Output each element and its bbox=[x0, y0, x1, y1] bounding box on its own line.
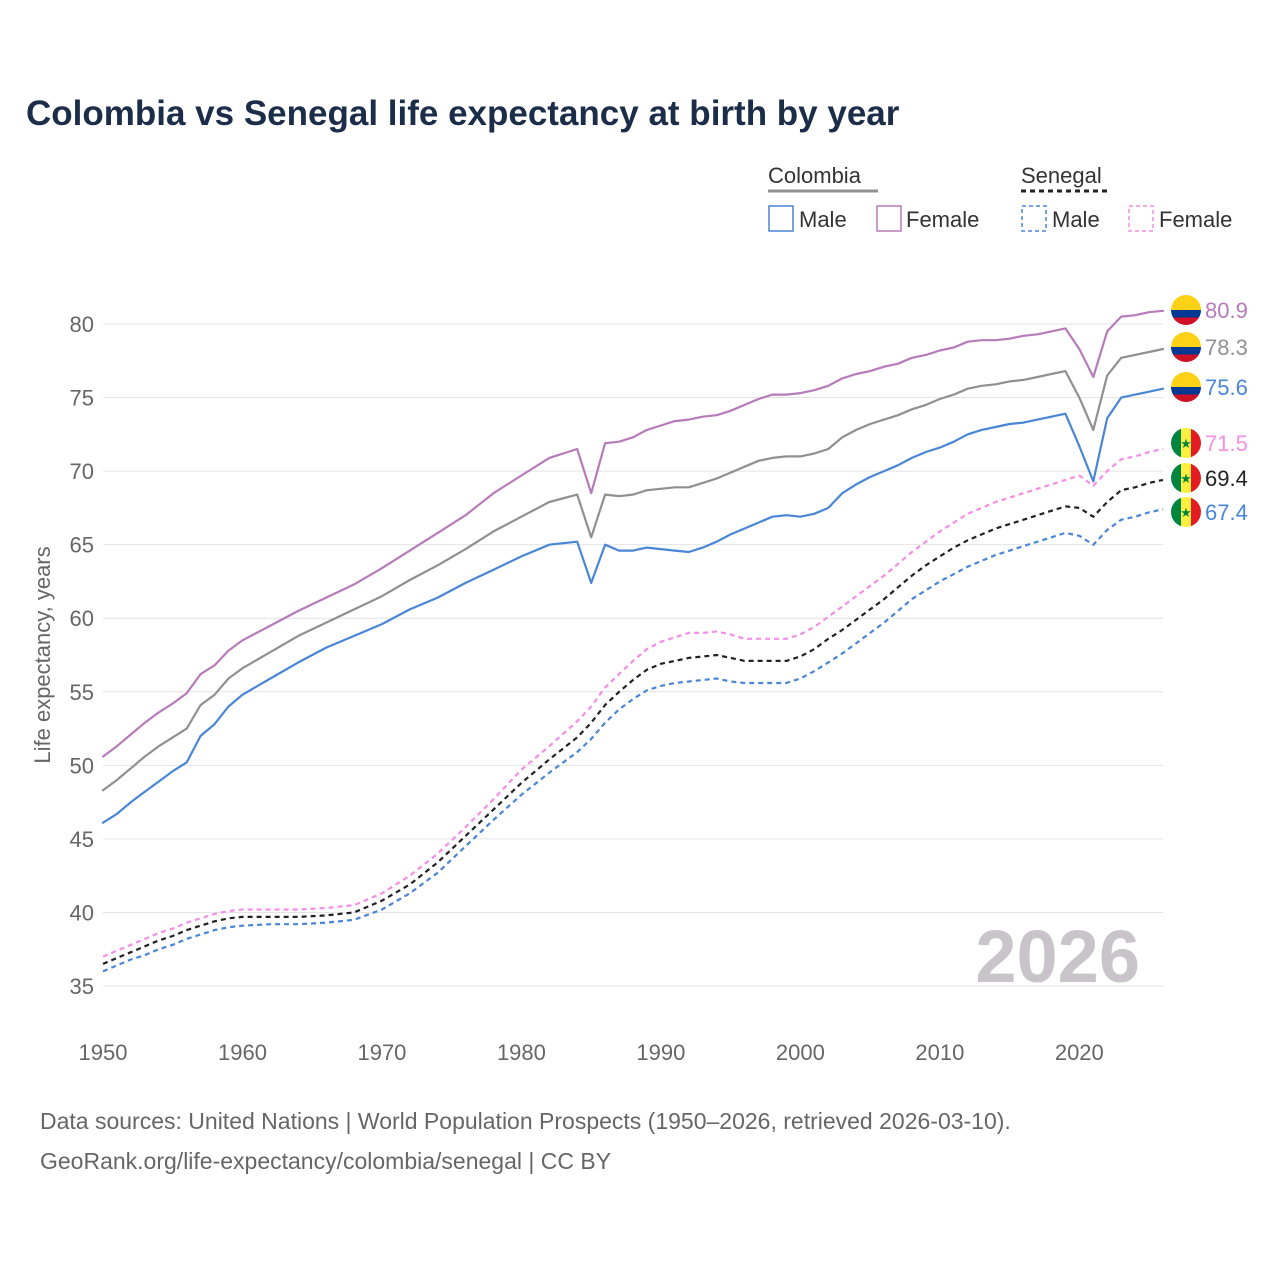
y-tick-label-75: 75 bbox=[70, 386, 94, 411]
y-tick-label-55: 55 bbox=[70, 680, 94, 705]
end-marker-senegal-male: ★ 67.4 bbox=[1171, 497, 1248, 527]
flag-stripe-green bbox=[1171, 497, 1181, 527]
legend-swatch-colombia-male bbox=[768, 205, 794, 232]
flag-stripe-green bbox=[1171, 463, 1181, 493]
chart-title: Colombia vs Senegal life expectancy at b… bbox=[26, 94, 900, 133]
end-label-senegal-male: 67.4 bbox=[1205, 500, 1248, 525]
senegal-flag-icon: ★ bbox=[1171, 463, 1201, 493]
y-axis-ticks: 35 40 45 50 55 60 65 70 75 80 bbox=[70, 312, 94, 999]
series-line-colombia-male bbox=[101, 387, 1165, 824]
x-tick-label-2020: 2020 bbox=[1055, 1040, 1104, 1065]
x-axis-ticks: 1950 1960 1970 1980 1990 2000 2010 2020 bbox=[79, 1040, 1104, 1065]
y-tick-label-45: 45 bbox=[70, 827, 94, 852]
legend-swatch-senegal-female bbox=[1128, 205, 1154, 232]
series-line-senegal-male bbox=[102, 508, 1164, 973]
series-line-senegal-total bbox=[102, 478, 1164, 965]
legend-title-senegal: Senegal bbox=[1021, 163, 1102, 188]
year-watermark: 2026 bbox=[975, 915, 1140, 998]
flag-stripe-red bbox=[1171, 354, 1201, 362]
y-axis-label-layer: Life expectancy, years bbox=[30, 546, 55, 763]
x-tick-label-1950: 1950 bbox=[79, 1040, 128, 1065]
flag-stripe-red bbox=[1191, 463, 1201, 493]
flag-star-icon: ★ bbox=[1180, 505, 1192, 520]
legend-label-senegal-male: Male bbox=[1052, 207, 1100, 232]
end-label-colombia-total: 78.3 bbox=[1205, 335, 1248, 360]
series-lines bbox=[101, 309, 1165, 973]
y-axis-label: Life expectancy, years bbox=[30, 546, 55, 763]
y-tick-label-50: 50 bbox=[70, 753, 94, 778]
flag-stripe-yellow bbox=[1181, 428, 1191, 458]
grid bbox=[103, 323, 1163, 987]
flag-stripe-green bbox=[1171, 428, 1181, 458]
legend-label-colombia-male: Male bbox=[799, 207, 847, 232]
senegal-flag-icon: ★ bbox=[1171, 497, 1201, 527]
flag-stripe-red bbox=[1171, 394, 1201, 402]
end-label-colombia-female: 80.9 bbox=[1205, 298, 1248, 323]
flag-stripe-blue bbox=[1171, 387, 1201, 395]
flag-stripe-yellow bbox=[1171, 332, 1201, 347]
series-line-colombia-female bbox=[101, 309, 1165, 758]
footer-source: Data sources: United Nations | World Pop… bbox=[40, 1108, 1011, 1134]
flag-stripe-red bbox=[1171, 317, 1201, 325]
flag-stripe-red bbox=[1191, 428, 1201, 458]
end-marker-colombia-total: 78.3 bbox=[1171, 332, 1248, 362]
end-label-senegal-total: 69.4 bbox=[1205, 466, 1248, 491]
legend-title-colombia: Colombia bbox=[768, 163, 862, 188]
senegal-flag-icon: ★ bbox=[1171, 428, 1201, 458]
flag-stripe-yellow bbox=[1181, 497, 1191, 527]
end-marker-senegal-female: ★ 71.5 bbox=[1171, 428, 1248, 458]
flag-stripe-blue bbox=[1171, 310, 1201, 318]
flag-stripe-yellow bbox=[1171, 295, 1201, 310]
y-tick-label-40: 40 bbox=[70, 900, 94, 925]
y-tick-label-35: 35 bbox=[70, 974, 94, 999]
flag-stripe-yellow bbox=[1181, 463, 1191, 493]
end-label-senegal-female: 71.5 bbox=[1205, 431, 1248, 456]
colombia-flag-icon bbox=[1171, 332, 1201, 362]
flag-star-icon: ★ bbox=[1180, 471, 1192, 486]
legend-label-colombia-female: Female bbox=[906, 207, 979, 232]
legend-group-colombia: Colombia Male Female bbox=[768, 163, 979, 232]
x-tick-label-1990: 1990 bbox=[636, 1040, 685, 1065]
series-end-markers: 80.9 78.3 75.6 ★ 71.5 ★ 69.4 ★ 67.4 bbox=[1171, 295, 1248, 527]
end-label-colombia-male: 75.6 bbox=[1205, 375, 1248, 400]
colombia-flag-icon bbox=[1171, 295, 1201, 325]
x-tick-label-1960: 1960 bbox=[218, 1040, 267, 1065]
footer-credit[interactable]: GeoRank.org/life-expectancy/colombia/sen… bbox=[40, 1148, 612, 1174]
legend-swatch-colombia-female bbox=[876, 205, 902, 232]
legend-group-senegal: Senegal Male Female bbox=[1021, 163, 1232, 232]
y-tick-label-60: 60 bbox=[70, 606, 94, 631]
colombia-flag-icon bbox=[1171, 372, 1201, 402]
y-tick-label-80: 80 bbox=[70, 312, 94, 337]
year-watermark-layer: 2026 bbox=[975, 915, 1140, 998]
legend-label-senegal-female: Female bbox=[1159, 207, 1232, 232]
end-marker-colombia-female: 80.9 bbox=[1171, 295, 1248, 325]
end-marker-colombia-male: 75.6 bbox=[1171, 372, 1248, 402]
x-tick-label-1970: 1970 bbox=[357, 1040, 406, 1065]
legend: Colombia Male Female Senegal Male Female bbox=[768, 163, 1232, 232]
flag-stripe-red bbox=[1191, 497, 1201, 527]
x-tick-label-2010: 2010 bbox=[915, 1040, 964, 1065]
flag-stripe-blue bbox=[1171, 347, 1201, 355]
y-tick-label-65: 65 bbox=[70, 533, 94, 558]
x-tick-label-2000: 2000 bbox=[776, 1040, 825, 1065]
flag-star-icon: ★ bbox=[1180, 436, 1192, 451]
series-line-colombia-total bbox=[101, 347, 1165, 792]
legend-swatch-senegal-male bbox=[1021, 205, 1047, 232]
flag-stripe-yellow bbox=[1171, 372, 1201, 387]
series-line-senegal-female bbox=[102, 447, 1164, 958]
x-tick-label-1980: 1980 bbox=[497, 1040, 546, 1065]
y-tick-label-70: 70 bbox=[70, 459, 94, 484]
end-marker-senegal-total: ★ 69.4 bbox=[1171, 463, 1248, 493]
